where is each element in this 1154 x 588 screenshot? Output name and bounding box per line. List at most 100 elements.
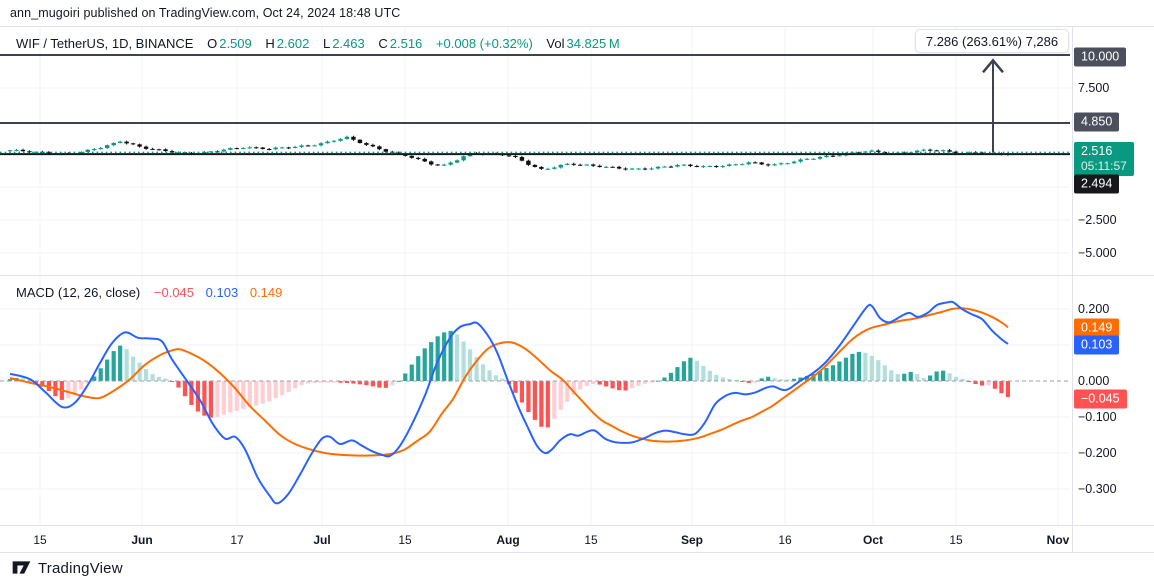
candle-body	[124, 141, 129, 144]
macd-histogram-bar	[325, 381, 330, 383]
candle-body	[798, 159, 803, 162]
macd-legend[interactable]: MACD (12, 26, close) −0.045 0.103 0.149	[16, 285, 284, 300]
macd-histogram-bar	[850, 353, 855, 381]
candle-body	[312, 145, 317, 147]
macd-histogram-bar	[817, 371, 823, 381]
candle-body	[429, 161, 434, 165]
macd-histogram-bar	[396, 380, 401, 382]
macd-histogram-bar	[662, 377, 667, 381]
price-axis-label: −2.500	[1078, 213, 1117, 227]
open-value: 2.509	[219, 36, 252, 51]
macd-histogram-bar	[467, 349, 473, 381]
macd-histogram-bar	[480, 364, 486, 381]
candle-body	[286, 147, 291, 149]
macd-histogram-bar	[694, 360, 699, 381]
macd-histogram-bar	[623, 381, 628, 391]
candle-body	[947, 150, 952, 152]
macd-histogram-bar	[98, 368, 103, 381]
candle-body	[221, 149, 227, 152]
candle-body	[208, 151, 214, 153]
candle-body	[416, 157, 421, 159]
candle-body	[565, 163, 570, 165]
candle-body	[616, 166, 622, 169]
macd-histogram-bar	[668, 372, 674, 381]
macd-histogram-bar	[843, 357, 849, 381]
macd-histogram-bar	[578, 381, 583, 390]
time-axis-label: 17	[230, 533, 244, 547]
candle-body	[79, 151, 84, 154]
candle-body	[727, 164, 732, 167]
candle-body	[20, 149, 26, 152]
macd-histogram-bar	[1005, 381, 1011, 398]
macd-axis-label: 0.000	[1078, 374, 1110, 388]
open-label: O	[207, 36, 218, 51]
candle-body	[299, 145, 304, 147]
macd-signal-value: 0.149	[249, 285, 283, 300]
macd-histogram-bar	[565, 381, 570, 402]
candle-body	[817, 157, 823, 159]
macd-histogram-bar	[455, 334, 460, 381]
candle-body	[169, 151, 175, 153]
candle-body	[636, 168, 641, 170]
candle-body	[279, 147, 285, 149]
macd-histogram-bar	[714, 374, 719, 381]
macd-histogram-bar	[429, 342, 434, 381]
candle-body	[610, 166, 615, 168]
macd-title[interactable]: MACD (12, 26, close)	[16, 285, 141, 300]
candle-body	[532, 164, 538, 167]
symbol-legend[interactable]: WIF / TetherUS, 1D, BINANCE O 2.509 H 2.60…	[16, 36, 622, 51]
candle-body	[785, 163, 790, 165]
macd-histogram-bar	[461, 341, 466, 381]
candle-body	[105, 145, 110, 149]
candle-body	[331, 140, 337, 142]
volume-value: 34.825 M	[566, 36, 620, 51]
macd-histogram-bar	[591, 381, 596, 385]
macd-histogram-bar	[85, 381, 90, 384]
macd-histogram-bar	[105, 359, 110, 381]
macd-histogram-bar	[20, 378, 26, 381]
macd-histogram-bar	[902, 373, 907, 381]
macd-histogram-bar	[79, 381, 84, 390]
macd-histogram-bar	[331, 381, 337, 383]
candle-body	[597, 165, 602, 168]
macd-histogram-bar	[370, 381, 375, 387]
candle-body	[305, 145, 311, 147]
candle-body	[701, 166, 706, 168]
macd-histogram-bar	[234, 381, 239, 411]
macd-histogram-bar	[221, 381, 226, 415]
macd-histogram-bar	[785, 379, 790, 381]
candle-body	[662, 166, 667, 168]
macd-histogram-bar	[273, 381, 278, 399]
footer-brand[interactable]: TradingView	[12, 560, 123, 577]
candle-body	[27, 151, 32, 153]
macd-histogram-bar	[558, 381, 563, 410]
price-axis-badge: 4.850	[1074, 112, 1120, 132]
candle-body	[753, 162, 758, 164]
candle-body	[46, 152, 52, 154]
macd-histogram-value: −0.045	[153, 285, 195, 300]
macd-histogram-bar	[383, 381, 388, 388]
candle-body	[409, 155, 414, 158]
macd-axis-badge: 0.149	[1074, 318, 1120, 338]
candle-body	[117, 141, 123, 143]
macd-histogram-bar	[837, 361, 842, 381]
macd-histogram-bar	[286, 381, 291, 392]
change-value: +0.008 (+0.32%)	[435, 36, 533, 51]
macd-histogram-bar	[150, 374, 155, 381]
macd-histogram-bar	[915, 374, 920, 381]
candle-body	[623, 168, 628, 170]
macd-histogram-bar	[357, 381, 363, 385]
macd-histogram-bar	[118, 345, 123, 381]
macd-histogram-bar	[979, 381, 985, 386]
macd-histogram-bar	[526, 381, 531, 413]
candle-body	[584, 164, 589, 166]
symbol-title[interactable]: WIF / TetherUS, 1D, BINANCE	[16, 36, 194, 51]
time-axis-label: Jun	[131, 533, 153, 547]
macd-histogram-bar	[72, 381, 77, 394]
candle-body	[591, 164, 596, 166]
price-axis-badge: 2.494	[1074, 174, 1120, 194]
macd-histogram-bar	[798, 377, 803, 381]
macd-histogram-bar	[642, 381, 648, 384]
